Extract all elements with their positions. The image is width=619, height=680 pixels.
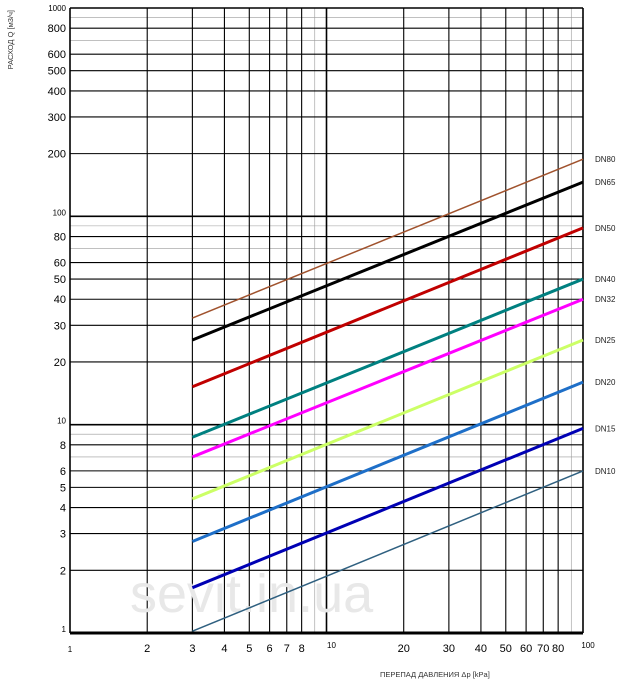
x-tick-label: 50 (500, 643, 512, 655)
y-tick-label: 500 (48, 66, 66, 78)
x-tick-label: 5 (246, 643, 252, 655)
series-label-dn50: DN50 (595, 224, 616, 233)
x-tick-label: 30 (443, 643, 455, 655)
x-tick-label: 1 (68, 645, 73, 654)
x-axis-label: ПЕРЕПАД ДАВЛЕНИЯ Δp [kPa] (380, 670, 490, 679)
y-tick-label: 80 (54, 232, 66, 244)
series-line-dn40 (191, 277, 584, 439)
y-tick-label: 1000 (48, 4, 66, 13)
x-tick-label: 4 (221, 643, 227, 655)
series-label-dn10: DN10 (595, 467, 616, 476)
x-tick-label: 40 (475, 643, 487, 655)
y-tick-label: 200 (48, 149, 66, 161)
y-tick-label: 400 (48, 86, 66, 98)
x-tick-label: 3 (189, 643, 195, 655)
series-label-dn40: DN40 (595, 275, 616, 284)
y-tick-label: 800 (48, 23, 66, 35)
y-tick-label: 100 (53, 208, 67, 217)
major-grid (69, 7, 584, 635)
y-tick-label: 10 (57, 417, 66, 426)
x-tick-label: 20 (398, 643, 410, 655)
series-lines (191, 158, 584, 632)
x-tick-label: 100 (581, 641, 595, 650)
y-tick-label: 4 (60, 503, 66, 515)
series-label-dn65: DN65 (595, 178, 616, 187)
x-tick-label: 60 (520, 643, 532, 655)
series-label-dn80: DN80 (595, 155, 616, 164)
y-tick-label: 20 (54, 357, 66, 369)
x-tick-label: 7 (284, 643, 290, 655)
x-tick-label: 8 (299, 643, 305, 655)
series-label-dn15: DN15 (595, 424, 616, 433)
series-labels: DN80 DN65 DN50 DN40 DN32 DN25 DN20 DN15 DN10 (595, 155, 616, 476)
series-line-dn50 (191, 226, 584, 389)
series-label-dn32: DN32 (595, 295, 616, 304)
x-tick-labels: 1 2 3 4 5 6 7 8 10 20 30 40 50 60 70 80 100 (68, 641, 595, 655)
x-tick-label: 70 (537, 643, 549, 655)
y-tick-label: 40 (54, 294, 66, 306)
y-tick-label: 2 (60, 565, 66, 577)
y-tick-label: 5 (60, 482, 66, 494)
x-tick-label: 10 (327, 641, 336, 650)
series-label-dn25: DN25 (595, 336, 616, 345)
series-line-dn65 (191, 180, 584, 342)
y-tick-label: 50 (54, 274, 66, 286)
x-tick-label: 2 (144, 643, 150, 655)
series-line-dn15 (191, 426, 584, 590)
y-tick-label: 6 (60, 466, 66, 478)
y-axis-label: РАСХОД Q [м3/ч] (6, 10, 15, 69)
series-line-dn10 (192, 470, 584, 632)
y-tick-label: 300 (48, 112, 66, 124)
series-line-dn32 (191, 297, 584, 459)
series-line-dn80 (192, 158, 584, 319)
y-tick-label: 8 (60, 440, 66, 452)
y-tick-labels: 1 2 3 4 5 6 8 10 20 30 40 50 60 80 100 200 300 400 500 600 8… (48, 4, 67, 634)
series-line-dn25 (191, 338, 584, 501)
y-tick-label: 60 (54, 258, 66, 270)
watermark: sevit.in.ua (130, 564, 374, 624)
y-tick-label: 600 (48, 49, 66, 61)
series-label-dn20: DN20 (595, 378, 616, 387)
y-tick-label: 30 (54, 320, 66, 332)
y-tick-label: 1 (62, 625, 67, 634)
y-tick-label: 3 (60, 529, 66, 541)
x-tick-label: 80 (552, 643, 564, 655)
series-line-dn20 (191, 380, 584, 543)
x-tick-label: 6 (267, 643, 273, 655)
